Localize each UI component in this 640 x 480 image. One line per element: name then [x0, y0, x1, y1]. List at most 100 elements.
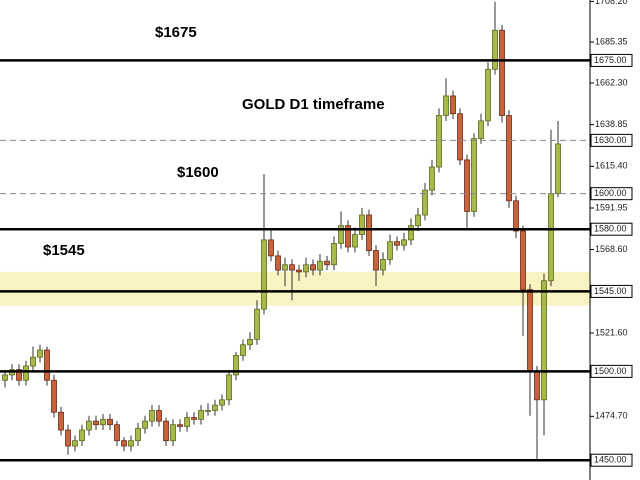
candle-body	[373, 250, 379, 271]
candle-body	[485, 68, 491, 122]
candle-body	[23, 365, 29, 381]
level-label: 1675.00	[594, 55, 627, 65]
candle-body	[100, 418, 106, 426]
candle-body	[135, 427, 141, 442]
candle-body	[275, 255, 281, 271]
level-label: 1545.00	[594, 286, 627, 296]
candle-body	[520, 230, 526, 291]
candle-body	[247, 338, 253, 346]
y-tick-label: 1685.35	[595, 36, 628, 46]
candle-body	[233, 354, 239, 376]
candle-body	[548, 193, 554, 282]
candle-body	[268, 239, 274, 257]
candle-body	[380, 259, 386, 271]
candle-body	[16, 369, 22, 381]
candle-body	[282, 264, 288, 271]
candle-body	[156, 410, 162, 422]
candle-body	[240, 344, 246, 356]
candle-body	[2, 374, 8, 381]
level-label-box	[590, 53, 633, 67]
candle-body	[212, 404, 218, 411]
candle-body	[541, 280, 547, 401]
y-tick-label: 1638.85	[595, 119, 628, 129]
y-tick-label: 1615.40	[595, 161, 628, 171]
candle-body	[387, 241, 393, 260]
level-label: 1500.00	[594, 366, 627, 376]
candle-body	[177, 424, 183, 427]
level-label: 1580.00	[594, 224, 627, 234]
candle-body	[527, 289, 533, 372]
candle-body	[205, 410, 211, 412]
candle-body	[142, 420, 148, 429]
candle-body	[513, 200, 519, 232]
candle-body	[37, 349, 43, 358]
candle-body	[72, 440, 78, 447]
annotation: $1675	[155, 24, 197, 41]
annotation: GOLD D1 timeframe	[242, 96, 385, 113]
candle-body	[464, 159, 470, 212]
candle-body	[198, 410, 204, 420]
candle-body	[296, 269, 302, 273]
candle-body	[51, 379, 57, 413]
level-label-box	[590, 187, 633, 201]
y-tick-label: 1474.70	[595, 411, 628, 421]
candle-body	[170, 424, 176, 442]
candle-body	[79, 429, 85, 442]
level-label: 1450.00	[594, 455, 627, 465]
candle-body	[415, 214, 421, 227]
candle-body	[534, 370, 540, 401]
candle-body	[289, 264, 295, 271]
candle-body	[30, 356, 36, 367]
level-label-box	[590, 222, 633, 236]
level-label: 1630.00	[594, 135, 627, 145]
candle-body	[317, 260, 323, 271]
candle-body	[331, 243, 337, 266]
candle-body	[450, 95, 456, 115]
candle-body	[86, 420, 92, 431]
candle-body	[44, 349, 50, 381]
candle-body	[436, 115, 442, 168]
candle-body	[114, 424, 120, 442]
candle-body	[408, 225, 414, 241]
candle-body	[345, 225, 351, 248]
candle-body	[310, 264, 316, 271]
candle-body	[191, 417, 197, 420]
level-label-box	[590, 453, 633, 467]
level-label-box	[590, 364, 633, 378]
candle-body	[492, 29, 498, 70]
candle-body	[401, 239, 407, 246]
candle-body	[261, 239, 267, 310]
candle-body	[65, 429, 71, 447]
candle-body	[506, 115, 512, 202]
support-zone	[0, 271, 590, 306]
level-label-box	[590, 133, 633, 147]
candle-body	[226, 374, 232, 401]
candle-body	[303, 264, 309, 273]
candle-body	[443, 95, 449, 116]
y-tick-label: 1662.30	[595, 77, 628, 87]
candle-body	[422, 189, 428, 216]
level-label: 1600.00	[594, 188, 627, 198]
candle-body	[429, 166, 435, 191]
candle-body	[93, 420, 99, 426]
candle-body	[184, 417, 190, 427]
candle-body	[394, 241, 400, 246]
candle-body	[121, 440, 127, 447]
annotation: $1545	[43, 242, 85, 259]
annotation: $1600	[177, 164, 219, 181]
candle-body	[163, 420, 169, 442]
y-tick-label: 1521.60	[595, 327, 628, 337]
candle-body	[366, 214, 372, 251]
candle-body	[555, 143, 561, 195]
candle-body	[457, 113, 463, 161]
candle-body	[471, 138, 477, 212]
candle-body	[107, 418, 113, 426]
candle-body	[219, 399, 225, 406]
candle-body	[359, 214, 365, 235]
candle-body	[58, 411, 64, 431]
candle-body	[499, 29, 505, 116]
candle-body	[338, 225, 344, 244]
y-tick-label: 1708.20	[595, 0, 628, 6]
